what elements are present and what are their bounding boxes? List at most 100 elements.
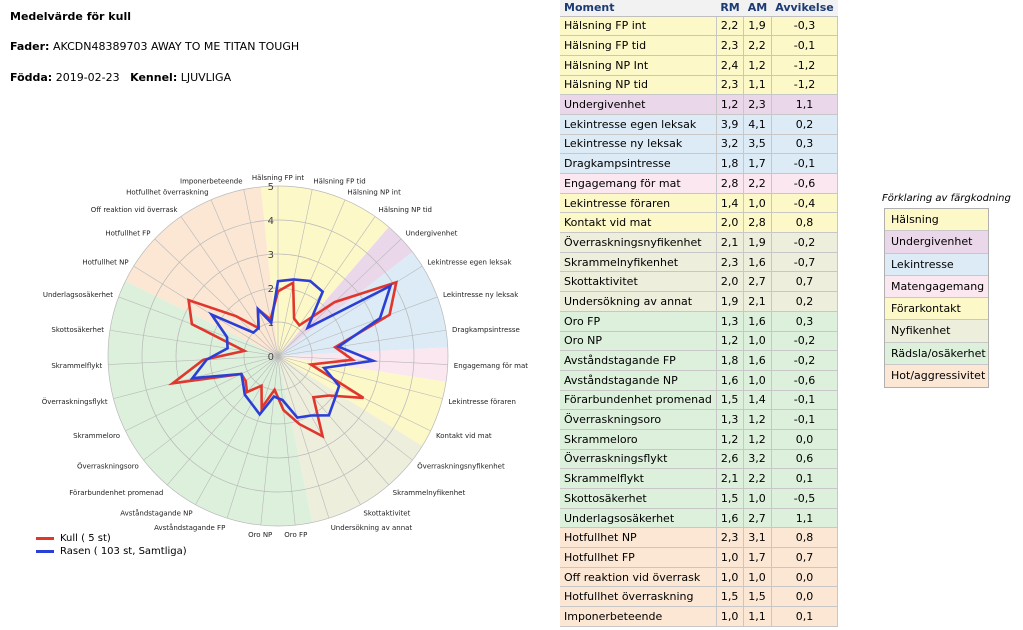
table-cell-dev: 0,7 (770, 271, 839, 293)
table-cell-moment: Hotfullhet FP (560, 547, 717, 568)
table-cell-dev: 0,2 (770, 291, 839, 312)
axis-label: Off reaktion vid överrask (91, 206, 179, 214)
table-cell-moment: Oro FP (560, 311, 717, 332)
table-cell-dev: 0,0 (770, 567, 839, 588)
table-cell-rm: 2,1 (715, 468, 745, 489)
table-cell-dev: -0,2 (770, 350, 839, 371)
col-rm-header: RM (716, 0, 744, 17)
table-row: Hotfullhet överraskning 1,5 1,5 0,0 (560, 586, 839, 608)
table-cell-moment: Off reaktion vid överrask (560, 567, 717, 588)
table-cell-moment: Förarbundenhet promenad (560, 390, 717, 411)
table-cell-rm: 1,2 (715, 331, 745, 352)
table-cell-moment: Kontakt vid mat (560, 212, 717, 234)
table-cell-dev: -0,7 (770, 252, 839, 273)
table-row: Hälsning NP Int 2,4 1,2 -1,2 (560, 55, 839, 76)
color-legend-item: Hälsning (885, 209, 988, 232)
axis-label: Oro FP (284, 531, 307, 539)
axis-label: Underlagsosäkerhet (43, 291, 113, 299)
grid-spoke (108, 355, 279, 365)
table-cell-moment: Skottosäkerhet (560, 488, 717, 509)
axis-label: Oro NP (248, 531, 272, 539)
table-cell-rm: 1,4 (715, 193, 745, 214)
table-row: Överraskningsnyfikenhet 2,1 1,9 -0,2 (560, 232, 839, 253)
axis-label: Engagemang för mat (454, 362, 529, 370)
table-cell-dev: -0,1 (770, 409, 839, 430)
table-cell-moment: Skrammeloro (560, 429, 717, 450)
table-cell-rm: 1,8 (715, 153, 745, 174)
category-sector (125, 186, 278, 356)
table-cell-rm: 3,2 (715, 134, 745, 155)
tick-label: 2 (268, 284, 274, 295)
table-cell-rm: 1,0 (715, 606, 745, 627)
grid-spoke (167, 355, 279, 486)
grid-spoke (195, 355, 279, 505)
axis-label: Överraskningsnyfikenhet (417, 462, 505, 471)
table-header-row: Moment RM AM Avvikelse (560, 0, 838, 17)
table-cell-rm: 2,3 (715, 252, 745, 273)
fodda-value: 2019-02-23 (55, 71, 120, 84)
table-row: Dragkampsintresse 1,8 1,7 -0,1 (560, 153, 839, 174)
table-row: Off reaktion vid överrask 1,0 1,0 0,0 (560, 567, 839, 588)
table-cell-moment: Undergivenhet (560, 94, 717, 115)
table-row: Förarbundenhet promenad 1,5 1,4 -0,1 (560, 390, 839, 411)
table-cell-dev: -1,2 (770, 75, 839, 96)
table-cell-am: 1,7 (743, 547, 772, 568)
table-cell-rm: 1,3 (715, 311, 745, 332)
grid-spoke (277, 355, 361, 505)
table-cell-rm: 1,6 (715, 370, 745, 391)
axis-label: Skottosäkerhet (51, 326, 104, 334)
color-legend-item: Rädsla/osäkerhet (885, 342, 988, 366)
table-cell-am: 1,0 (743, 488, 772, 509)
color-legend-item: Nyfikenhet (885, 320, 988, 343)
grid-spoke (277, 216, 376, 357)
grid-spoke (180, 216, 279, 357)
grid-spoke (109, 329, 279, 357)
table-cell-am: 1,5 (743, 586, 772, 608)
table-cell-rm: 1,5 (715, 586, 745, 608)
table-cell-dev: 0,8 (770, 212, 839, 234)
table-cell-dev: 0,3 (770, 311, 839, 332)
table-cell-am: 1,6 (743, 311, 772, 332)
axis-label: Undersökning av annat (331, 524, 413, 532)
table-cell-moment: Lekintresse föraren (560, 193, 717, 214)
table-cell-rm: 2,8 (715, 173, 745, 194)
legend-rasen: Rasen ( 103 st, Samtliga) (36, 546, 187, 557)
grid-spoke (277, 238, 402, 357)
table-row: Överraskningsoro 1,3 1,2 -0,1 (560, 409, 839, 430)
color-legend-item: Lekintresse (885, 253, 988, 276)
legend-kull-swatch (36, 536, 54, 540)
table-row: Avståndstagande FP 1,8 1,6 -0,2 (560, 350, 839, 371)
grid-spoke (143, 355, 279, 461)
table-cell-rm: 2,3 (715, 527, 745, 549)
legend-rasen-label: Rasen ( 103 st, Samtliga) (60, 546, 187, 557)
axis-label: Kontakt vid mat (436, 432, 492, 440)
table-cell-moment: Skrammelflykt (560, 468, 717, 489)
grid-spoke (277, 355, 443, 399)
grid-spoke (260, 355, 279, 526)
series-line-rasen (189, 278, 393, 419)
table-row: Lekintresse ny leksak 3,2 3,5 0,3 (560, 134, 839, 155)
table-cell-moment: Dragkampsintresse (560, 153, 717, 174)
table-cell-am: 2,2 (743, 173, 772, 194)
table-row: Hotfullhet NP 2,3 3,1 0,8 (560, 527, 839, 549)
axis-label: Imponerbeteende (180, 178, 243, 186)
table-cell-am: 1,1 (743, 606, 772, 627)
table-cell-am: 1,4 (743, 390, 772, 411)
axis-label: Hälsning NP tid (379, 206, 432, 214)
axis-label: Hälsning NP int (347, 189, 401, 197)
grid-spoke (154, 238, 279, 357)
table-cell-moment: Avståndstagande FP (560, 350, 717, 371)
born-kennel-line: Födda: 2019-02-23 Kennel: LJUVLIGA (10, 71, 231, 84)
table-cell-moment: Överraskningsnyfikenhet (560, 232, 717, 253)
table-cell-dev: 0,1 (770, 468, 839, 489)
table-cell-rm: 2,0 (715, 212, 745, 234)
grid-spoke (277, 265, 423, 357)
axis-label: Förarbundenhet promenad (69, 489, 163, 497)
table-cell-am: 1,0 (743, 370, 772, 391)
grid-spoke (226, 355, 279, 519)
table-cell-rm: 2,0 (715, 271, 745, 293)
table-cell-rm: 2,2 (715, 16, 745, 37)
axis-label: Hälsning FP int (252, 174, 304, 182)
table-cell-moment: Hälsning NP Int (560, 55, 717, 76)
